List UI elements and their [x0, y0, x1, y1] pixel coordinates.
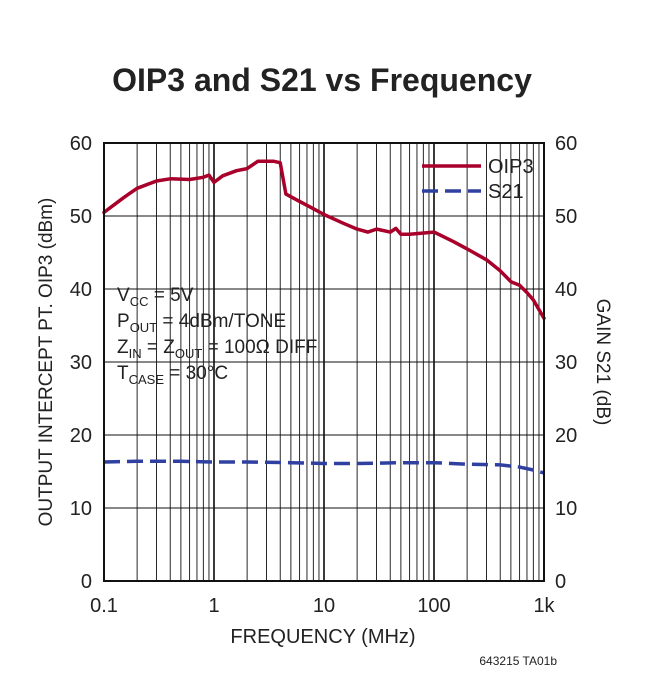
x-tick-label: 0.1: [90, 595, 118, 617]
conditions-annotation: VCC = 5V POUT = 4dBm/TONE ZIN = ZOUT = 1…: [117, 285, 317, 387]
y-tick-label-right: 0: [555, 571, 566, 593]
annotation-pout: POUT = 4dBm/TONE: [117, 311, 286, 335]
y-tick-label-left: 10: [70, 498, 92, 520]
y-axis-left-label: OUTPUT INTERCEPT PT. OIP3 (dBm): [36, 198, 57, 527]
y-tick-label-right: 60: [555, 133, 577, 155]
legend-s21-label: S21: [488, 181, 524, 203]
y-tick-label-left: 20: [70, 425, 92, 447]
chart-title: OIP3 and S21 vs Frequency: [112, 62, 532, 98]
annotation-tcase: TCASE = 30°C: [117, 363, 228, 387]
y-tick-label-left: 40: [70, 279, 92, 301]
y-axis-right-label: GAIN S21 (dB): [592, 299, 613, 426]
series-layer: [102, 159, 546, 475]
y-tick-label-left: 60: [70, 133, 92, 155]
annotation-impedance: ZIN = ZOUT = 100Ω DIFF: [117, 337, 317, 361]
y-tick-label-right: 10: [555, 498, 577, 520]
y-tick-label-right: 20: [555, 425, 577, 447]
y-tick-label-left: 50: [70, 206, 92, 228]
x-tick-label: 1: [208, 595, 219, 617]
x-tick-label: 100: [417, 595, 450, 617]
grid: [103, 142, 545, 582]
figure-id: 643215 TA01b: [479, 654, 557, 668]
legend-oip3-label: OIP3: [488, 156, 534, 178]
plot-frame: [103, 142, 545, 582]
y-tick-label-right: 40: [555, 279, 577, 301]
x-tick-label: 1k: [533, 595, 555, 617]
x-axis-label: FREQUENCY (MHz): [230, 626, 415, 648]
legend: OIP3 S21: [422, 156, 534, 203]
annotation-vcc: VCC = 5V: [117, 285, 194, 309]
y-tick-label-right: 30: [555, 352, 577, 374]
series-line-oip3: [102, 159, 546, 320]
x-tick-label: 10: [313, 595, 335, 617]
y-tick-label-left: 0: [81, 571, 92, 593]
y-tick-label-left: 30: [70, 352, 92, 374]
y-tick-label-right: 50: [555, 206, 577, 228]
series-line-s21: [103, 459, 545, 475]
